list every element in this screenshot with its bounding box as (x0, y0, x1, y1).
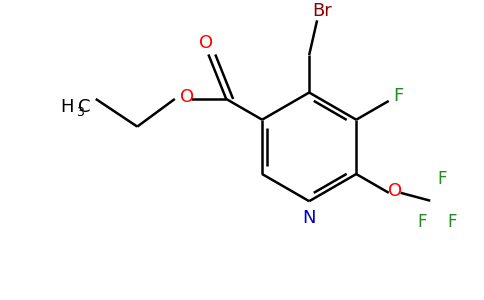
Text: F: F (393, 87, 404, 105)
Text: C: C (78, 98, 91, 116)
Text: F: F (438, 170, 447, 188)
Text: Br: Br (312, 2, 332, 20)
Text: F: F (447, 213, 457, 231)
Text: O: O (388, 182, 402, 200)
Text: N: N (302, 209, 316, 227)
Text: F: F (418, 213, 427, 231)
Text: H: H (60, 98, 74, 116)
Text: O: O (180, 88, 194, 106)
Text: 3: 3 (76, 106, 84, 119)
Text: O: O (199, 34, 213, 52)
